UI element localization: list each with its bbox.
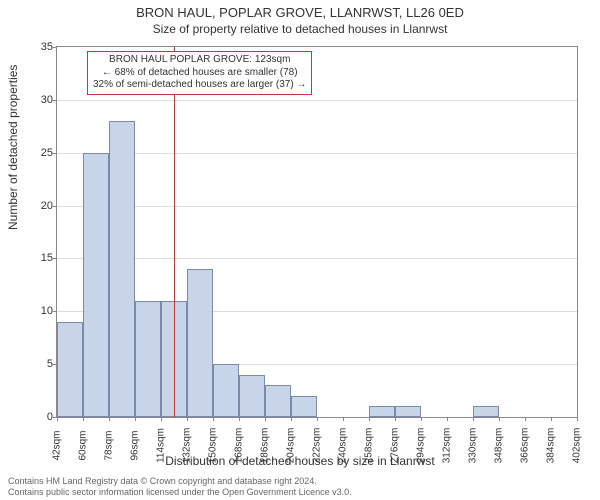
ytick-mark [53, 153, 57, 154]
ytick-label: 25 [29, 147, 53, 159]
histogram-bar [265, 385, 291, 417]
footer-line1: Contains HM Land Registry data © Crown c… [8, 476, 352, 486]
marker-line [174, 47, 175, 417]
histogram-bar [239, 375, 265, 417]
histogram-bar [369, 406, 395, 417]
ytick-mark [53, 258, 57, 259]
xtick-mark [213, 417, 214, 421]
ytick-label: 30 [29, 94, 53, 106]
gridline [57, 206, 577, 207]
histogram-bar [291, 396, 317, 417]
xtick-mark [343, 417, 344, 421]
ytick-mark [53, 206, 57, 207]
xtick-mark [525, 417, 526, 421]
ytick-label: 0 [29, 411, 53, 423]
gridline [57, 153, 577, 154]
annotation-line: 32% of semi-detached houses are larger (… [93, 79, 306, 92]
xtick-mark [395, 417, 396, 421]
xtick-mark [135, 417, 136, 421]
xtick-mark [499, 417, 500, 421]
ytick-label: 10 [29, 305, 53, 317]
xtick-mark [83, 417, 84, 421]
xtick-mark [473, 417, 474, 421]
annotation-line: BRON HAUL POPLAR GROVE: 123sqm [93, 54, 306, 67]
sub-title: Size of property relative to detached ho… [0, 20, 600, 36]
xtick-mark [161, 417, 162, 421]
x-axis-label: Distribution of detached houses by size … [0, 454, 600, 468]
gridline [57, 100, 577, 101]
y-axis-label: Number of detached properties [6, 65, 20, 230]
ytick-mark [53, 311, 57, 312]
xtick-mark [447, 417, 448, 421]
histogram-bar [213, 364, 239, 417]
histogram-bar [135, 301, 161, 417]
xtick-mark [317, 417, 318, 421]
histogram-bar [57, 322, 83, 417]
ytick-mark [53, 100, 57, 101]
xtick-mark [291, 417, 292, 421]
footer-text: Contains HM Land Registry data © Crown c… [8, 476, 352, 497]
gridline [57, 258, 577, 259]
xtick-mark [551, 417, 552, 421]
xtick-mark [265, 417, 266, 421]
ytick-label: 35 [29, 41, 53, 53]
xtick-mark [421, 417, 422, 421]
histogram-bar [187, 269, 213, 417]
xtick-mark [57, 417, 58, 421]
annotation-line: ← 68% of detached houses are smaller (78… [93, 67, 306, 80]
xtick-mark [187, 417, 188, 421]
footer-line2: Contains public sector information licen… [8, 487, 352, 497]
ytick-label: 15 [29, 252, 53, 264]
xtick-mark [577, 417, 578, 421]
histogram-bar [395, 406, 421, 417]
ytick-mark [53, 47, 57, 48]
histogram-bar [109, 121, 135, 417]
xtick-mark [109, 417, 110, 421]
histogram-bar [473, 406, 499, 417]
xtick-mark [239, 417, 240, 421]
annotation-box: BRON HAUL POPLAR GROVE: 123sqm← 68% of d… [87, 51, 312, 95]
ytick-label: 20 [29, 200, 53, 212]
xtick-mark [369, 417, 370, 421]
plot-area: 0510152025303542sqm60sqm78sqm96sqm114sqm… [56, 46, 578, 418]
ytick-label: 5 [29, 358, 53, 370]
chart-container: BRON HAUL, POPLAR GROVE, LLANRWST, LL26 … [0, 0, 600, 500]
histogram-bar [83, 153, 109, 417]
main-title: BRON HAUL, POPLAR GROVE, LLANRWST, LL26 … [0, 0, 600, 20]
